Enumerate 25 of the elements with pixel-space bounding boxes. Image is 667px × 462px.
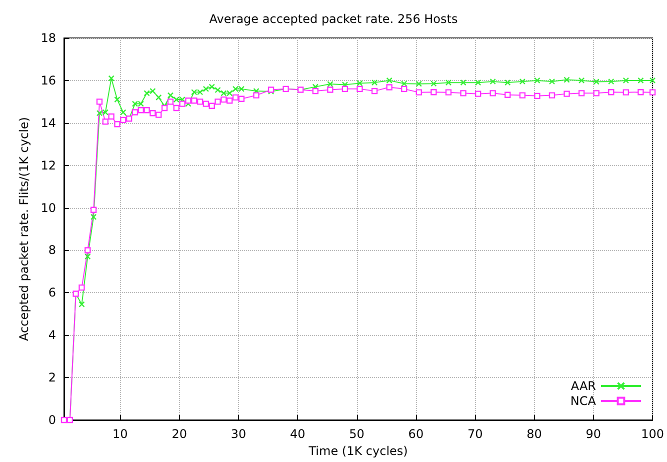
y-axis-title: Accepted packet rate. Flits/(1K cycle) bbox=[16, 117, 31, 341]
y-tick-label: 10 bbox=[40, 200, 56, 215]
legend-label: AAR bbox=[570, 379, 596, 393]
x-tick-label: 60 bbox=[408, 427, 424, 441]
x-tick-label: 70 bbox=[467, 427, 483, 441]
y-tick-label: 6 bbox=[48, 286, 56, 300]
x-axis-title: Time (1K cycles) bbox=[308, 444, 408, 458]
chart-title: Average accepted packet rate. 256 Hosts bbox=[209, 12, 458, 26]
y-tick-label: 4 bbox=[48, 328, 56, 342]
y-tick-label: 12 bbox=[40, 158, 56, 172]
x-tick-label: 90 bbox=[586, 427, 602, 441]
x-tick-label: 50 bbox=[349, 427, 364, 441]
x-tick-label: 80 bbox=[526, 427, 542, 441]
x-tick-label: 10 bbox=[112, 427, 128, 441]
y-tick-label: 16 bbox=[40, 73, 56, 88]
y-tick-label: 14 bbox=[40, 116, 56, 130]
x-tick-label: 40 bbox=[290, 427, 306, 441]
y-tick-label: 18 bbox=[40, 31, 56, 45]
y-tick-label: 2 bbox=[48, 370, 56, 385]
legend-label: NCA bbox=[570, 394, 597, 408]
x-tick-label: 100 bbox=[641, 427, 664, 441]
y-tick-label: 0 bbox=[48, 413, 56, 427]
x-tick-label: 30 bbox=[230, 427, 246, 441]
y-tick-label: 8 bbox=[48, 243, 56, 258]
x-tick-label: 20 bbox=[172, 427, 187, 441]
